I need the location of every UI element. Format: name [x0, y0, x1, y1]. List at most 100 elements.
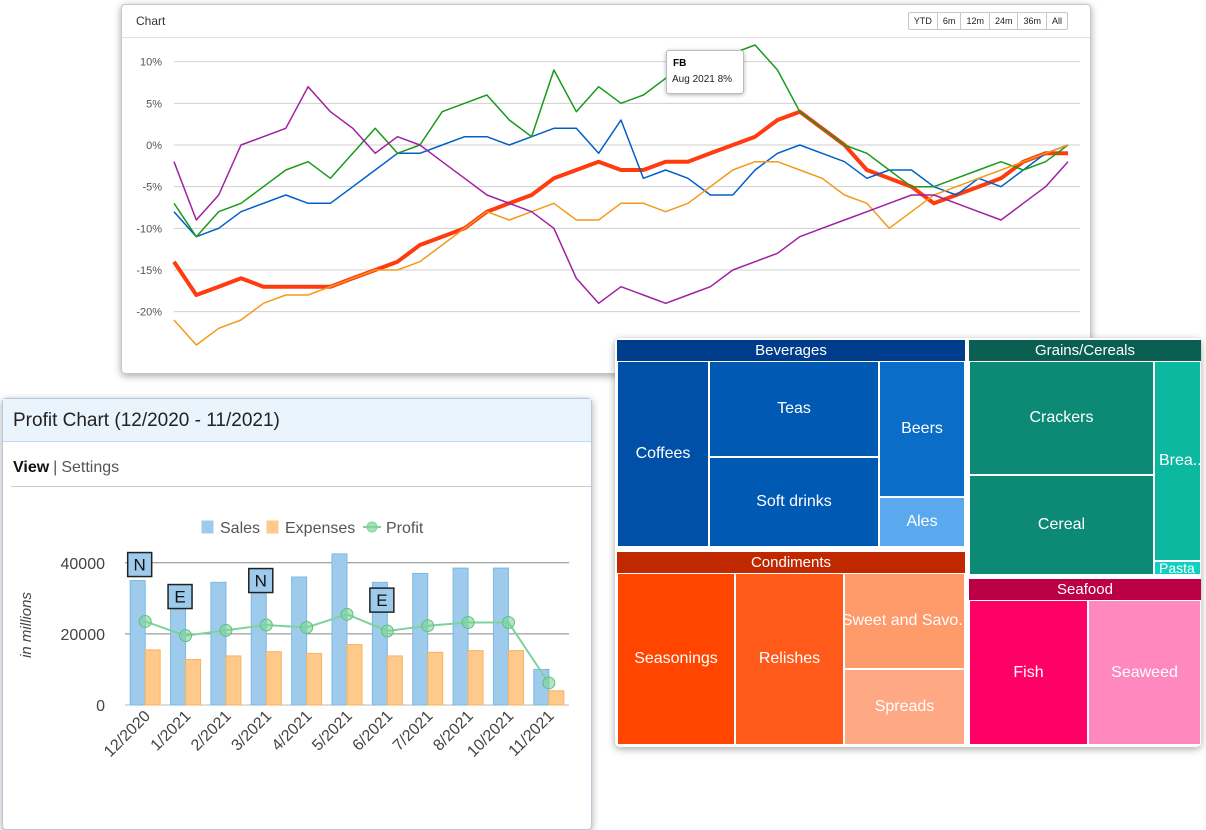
tile-soft-drinks[interactable]: Soft drinks [709, 457, 879, 547]
range-button-ytd[interactable]: YTD [913, 16, 932, 26]
x-tick-label: 11/2021 [506, 708, 558, 760]
legend-label-expenses: Expenses [285, 520, 355, 537]
group-header-grains-cereals[interactable]: Grains/Cereals [969, 340, 1201, 361]
tile-ales[interactable]: Ales [879, 497, 965, 547]
group-header-condiments[interactable]: Condiments [617, 552, 965, 573]
tile-teas[interactable]: Teas [709, 361, 879, 457]
series-line-2 [173, 44, 1069, 238]
profit-chart-plot: Sales Expenses Profit 0 20000 40000 in million… [18, 519, 569, 761]
bar-expenses [265, 651, 282, 706]
profit-chart-tabs: View | Settings [13, 459, 119, 477]
bar-sales [170, 601, 187, 706]
tab-divider [11, 486, 591, 487]
line-chart-plot: 10% 5% 0% -5% -10% -15% -20% [136, 44, 1080, 346]
tile-seaweed[interactable]: Seaweed [1088, 600, 1201, 745]
treemap-panel: Beverages Coffees Teas Soft drinks Beers… [615, 338, 1201, 747]
tile-fish[interactable]: Fish [969, 600, 1088, 745]
y-tick-label: -10% [136, 223, 162, 235]
profit-point [461, 616, 475, 630]
bar-sales [492, 567, 509, 706]
range-button-36m[interactable]: 36m [1017, 13, 1046, 29]
profit-chart-panel: Profit Chart (12/2020 - 11/2021) View | Se… [2, 398, 592, 830]
y-tick-label: 0 [96, 698, 105, 715]
range-button-all[interactable]: All [1045, 13, 1067, 29]
tooltip-symbol: FB [673, 58, 687, 69]
line-chart-title: Chart [136, 14, 166, 28]
bar-expenses [427, 651, 444, 706]
bar-sales [412, 572, 429, 706]
legend-label-profit: Profit [386, 520, 424, 537]
annotation-label: N [134, 556, 146, 575]
bar-expenses [346, 644, 363, 706]
profit-point [138, 614, 152, 628]
bar-expenses [507, 650, 524, 706]
tile-coffees[interactable]: Coffees [617, 361, 709, 547]
series-line-4 [173, 85, 1069, 305]
profit-point [219, 623, 233, 637]
bar-expenses [386, 655, 403, 706]
range-selector: YTD 6m 12m 24m 36m All [907, 12, 1068, 30]
bar-sales [129, 580, 146, 706]
annotation-marker [126, 551, 153, 578]
y-tick-label: 20000 [61, 627, 106, 644]
bar-sales [291, 576, 308, 706]
y-tick-label: 0% [146, 140, 162, 152]
x-tick-label: 5/2021 [309, 708, 356, 755]
annotation-marker [369, 587, 395, 613]
y-tick-label: -15% [136, 265, 162, 277]
legend-marker-profit [366, 521, 378, 533]
tile-seasonings[interactable]: Seasonings [617, 573, 735, 745]
tab-separator: | [53, 459, 58, 476]
legend-swatch-sales [200, 519, 215, 535]
legend-swatch-expenses [265, 519, 280, 535]
group-header-seafood[interactable]: Seafood [969, 579, 1201, 600]
y-tick-label: -5% [142, 182, 162, 194]
x-tick-label: 1/2021 [148, 708, 195, 755]
tile-sweet-and-savory[interactable]: Sweet and Savo.. [844, 573, 965, 669]
x-tick-label: 2/2021 [188, 708, 235, 755]
annotation-label: E [376, 591, 387, 610]
x-tick-label: 7/2021 [390, 708, 437, 755]
annotation-label: E [174, 588, 185, 607]
bar-expenses [144, 649, 161, 706]
y-tick-label: 40000 [61, 556, 106, 573]
bar-expenses [185, 658, 202, 706]
x-tick-label: 6/2021 [350, 708, 397, 755]
line-chart-header: Chart YTD 6m 12m 24m 36m All [122, 5, 1090, 38]
profit-point [380, 624, 394, 638]
annotation-marker [248, 567, 274, 594]
profit-point [300, 620, 314, 634]
tile-beers[interactable]: Beers [879, 361, 965, 497]
profit-point [179, 629, 193, 643]
tab-settings[interactable]: Settings [61, 459, 120, 476]
range-button-24m[interactable]: 24m [988, 13, 1018, 29]
profit-point [421, 619, 435, 633]
range-button-12m[interactable]: 12m [960, 13, 989, 29]
bar-sales [371, 581, 388, 706]
chart-tooltip: FB Aug 2021 8% [666, 50, 744, 94]
x-tick-label: 3/2021 [228, 708, 275, 755]
annotation-marker [167, 583, 193, 610]
tab-view[interactable]: View [13, 459, 50, 476]
tile-cereal[interactable]: Cereal [969, 475, 1154, 575]
profit-point [340, 607, 354, 621]
tile-spreads[interactable]: Spreads [844, 669, 965, 745]
bar-sales [331, 553, 348, 706]
tile-bread[interactable]: Brea.. [1154, 361, 1201, 561]
y-tick-label: 5% [146, 98, 162, 110]
profit-point [501, 616, 515, 630]
bar-expenses [306, 652, 323, 706]
tooltip-value: Aug 2021 8% [672, 74, 733, 85]
x-tick-label: 12/2020 [101, 708, 154, 761]
annotation-label: N [255, 572, 267, 591]
bar-expenses [548, 690, 565, 706]
group-header-beverages[interactable]: Beverages [617, 340, 965, 361]
tile-pasta[interactable]: Pasta [1154, 561, 1201, 575]
tile-relishes[interactable]: Relishes [735, 573, 844, 745]
profit-point [542, 676, 556, 690]
tile-crackers[interactable]: Crackers [969, 361, 1154, 475]
bar-expenses [225, 655, 242, 706]
profit-chart-title: Profit Chart (12/2020 - 11/2021) [13, 410, 280, 431]
bar-sales [210, 581, 227, 706]
range-button-6m[interactable]: 6m [936, 13, 961, 29]
